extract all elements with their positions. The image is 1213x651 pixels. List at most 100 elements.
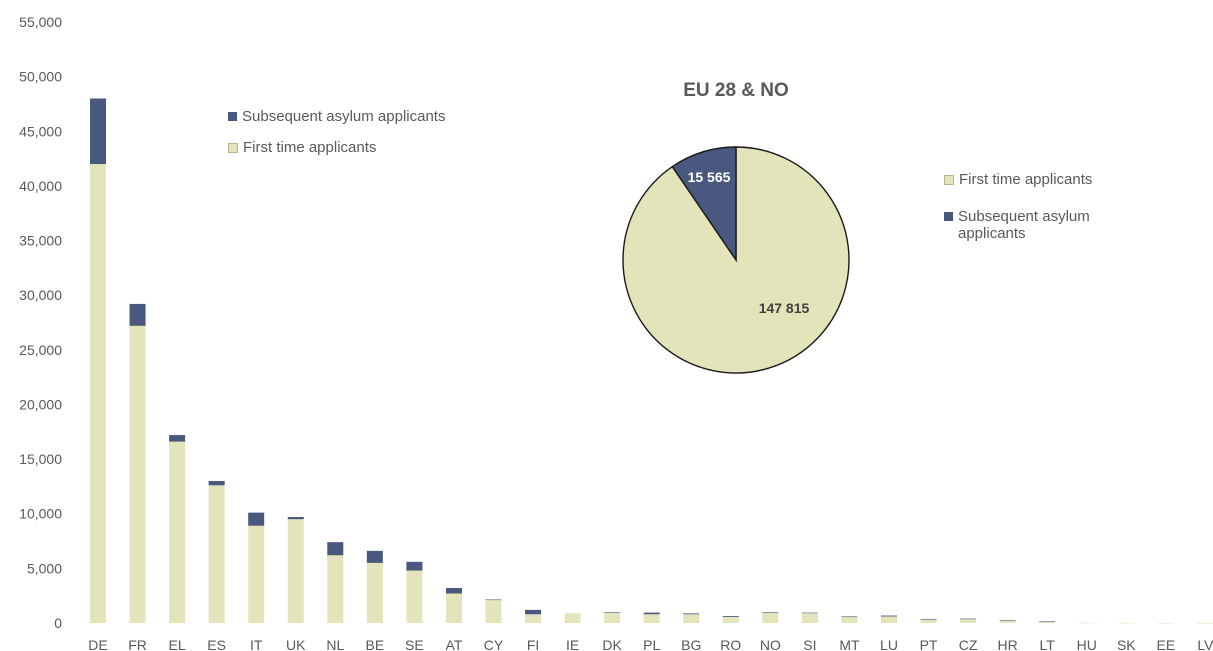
x-tick-label: NL [326,637,344,651]
bar-subsequent-PT [920,618,937,620]
bar-subsequent-LU [881,615,897,617]
pie-legend-item-first-time: First time applicants [944,171,1124,188]
bar-first-time-IE [564,613,581,623]
bar-first-time-UK [287,519,304,623]
bar-first-time-EE [1157,622,1174,624]
x-tick-label: FR [128,637,147,651]
x-tick-label: DE [88,637,107,651]
bar-subsequent-FI [525,609,542,615]
x-tick-label: CY [484,637,504,651]
bar-first-time-MT [841,616,858,623]
bar-first-time-CZ [960,619,977,623]
y-tick-label: 5,000 [27,560,62,576]
bar-subsequent-IT [248,512,265,526]
bar-first-time-DE [90,164,106,623]
legend-swatch-first-time [228,143,238,153]
x-tick-label: SE [405,637,424,651]
bar-chart-legend: Subsequent asylum applicants First time … [228,108,445,170]
bar-first-time-EL [169,441,186,623]
bar-first-time-BE [366,562,383,623]
bar-subsequent-DK [604,612,621,613]
pie-label-first-time: 147 815 [759,300,810,316]
pie-chart-title: EU 28 & NO [683,80,789,101]
x-tick-label: AT [446,637,463,651]
bar-first-time-HU [1078,622,1095,624]
x-tick-label: EL [169,637,186,651]
bar-subsequent-NL [327,542,344,556]
bar-subsequent-EL [169,435,186,442]
bar-subsequent-SI [801,612,818,614]
bar-subsequent-SE [406,561,423,571]
bar-subsequent-CZ [960,618,977,620]
x-tick-label: IT [250,637,263,651]
pie-legend-swatch-subsequent [944,212,953,221]
bar-first-time-SI [801,613,818,623]
bar-subsequent-MT [841,616,858,618]
bar-subsequent-HR [999,620,1016,621]
bar-first-time-SK [1118,622,1135,624]
pie-legend-item-subsequent: Subsequent asylum applicants [944,208,1124,242]
bar-series [90,98,1213,624]
x-tick-label: HR [998,637,1018,651]
y-tick-label: 35,000 [19,233,62,249]
x-tick-label: CZ [959,637,978,651]
x-tick-label: ES [207,637,226,651]
x-tick-label: PL [643,637,660,651]
bar-first-time-PT [920,619,937,623]
bar-first-time-AT [445,593,462,623]
bar-first-time-CY [485,600,502,623]
x-tick-label: PT [920,637,938,651]
bar-subsequent-RO [722,616,739,617]
x-tick-label: LV [1197,637,1213,651]
y-tick-label: 25,000 [19,342,62,358]
x-tick-label: MT [839,637,860,651]
y-tick-label: 45,000 [19,123,62,139]
y-tick-label: 55,000 [19,14,62,30]
bar-subsequent-AT [445,588,462,594]
bar-subsequent-UK [287,517,304,520]
bar-subsequent-BG [683,613,700,615]
x-tick-label: SI [803,637,816,651]
x-tick-label: IE [566,637,579,651]
bar-first-time-LU [881,616,897,623]
pie-legend-label-subsequent: Subsequent asylum applicants [958,208,1090,242]
pie-chart-legend: First time applicants Subsequent asylum … [944,171,1124,262]
bar-first-time-DK [604,612,621,623]
y-tick-label: 0 [54,615,62,631]
legend-swatch-subsequent [228,112,237,121]
x-tick-label: BE [366,637,385,651]
bar-first-time-NL [327,555,344,623]
x-tick-label: FI [527,637,539,651]
bar-first-time-LV [1197,622,1213,624]
x-tick-label: DK [602,637,622,651]
bar-first-time-FI [525,614,542,623]
bar-first-time-LT [1039,621,1056,623]
legend-item-first-time: First time applicants [228,139,445,156]
legend-item-subsequent: Subsequent asylum applicants [228,108,445,125]
pie-slice-subsequent [671,146,737,263]
y-tick-label: 30,000 [19,287,62,303]
x-tick-label: HU [1077,637,1097,651]
x-tick-label: LU [880,637,898,651]
y-tick-label: 40,000 [19,178,62,194]
bar-first-time-BG [683,614,700,623]
bar-first-time-PL [643,614,660,623]
y-tick-label: 50,000 [19,69,62,85]
bar-subsequent-NO [762,612,779,613]
bar-subsequent-PL [643,612,660,615]
bar-first-time-FR [129,325,146,623]
bar-subsequent-DE [90,98,106,165]
y-tick-label: 10,000 [19,506,62,522]
bar-first-time-HR [999,620,1016,623]
pie-label-subsequent: 15 565 [688,169,731,185]
y-axis: 0 5,000 10,000 15,000 20,000 25,000 30,000 35,0… [19,14,62,631]
bar-first-time-ES [208,485,225,623]
x-tick-label: RO [720,637,741,651]
x-tick-label: EE [1157,637,1176,651]
bar-subsequent-CY [485,599,502,601]
bar-subsequent-ES [208,480,225,486]
y-tick-label: 20,000 [19,396,62,412]
bar-subsequent-BE [366,550,383,563]
bar-first-time-SE [406,570,423,623]
